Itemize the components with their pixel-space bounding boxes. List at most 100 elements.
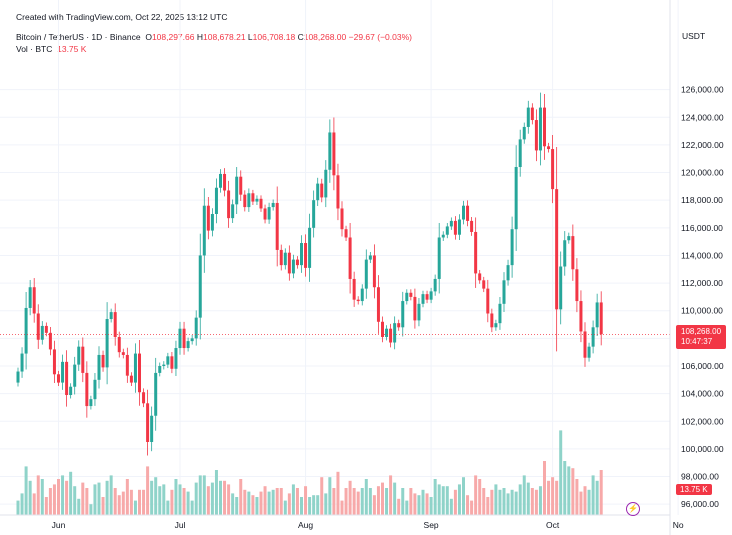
candle-body [283, 252, 287, 266]
volume-bar [231, 493, 235, 515]
lightning-icon[interactable]: ⚡ [626, 502, 640, 516]
candle-body [571, 236, 575, 270]
candle-body [129, 375, 133, 383]
volume-label[interactable]: Vol · BTC [16, 44, 53, 54]
volume-bar [413, 493, 417, 515]
candle-body [409, 292, 413, 297]
candle-body [150, 415, 154, 442]
volume-bar [20, 493, 24, 515]
volume-bar [235, 497, 239, 515]
candle-body [202, 205, 206, 256]
time-tick-label: Jun [52, 520, 66, 530]
volume-bar [324, 493, 328, 515]
candle-body [538, 107, 542, 151]
volume-bars [16, 430, 603, 515]
volume-bar [563, 461, 567, 515]
volume-bar [587, 489, 591, 515]
volume-bar [283, 500, 287, 515]
price-tick-label: 118,000.00 [681, 195, 723, 205]
volume-bar [498, 489, 502, 515]
candle-body [48, 332, 52, 350]
volume-bar [73, 486, 77, 515]
candle-body [223, 173, 227, 191]
currency-label: USDT [682, 31, 705, 41]
candle-body [393, 323, 397, 343]
candle-body [348, 237, 352, 279]
candle-body [445, 226, 449, 235]
candle-body [243, 194, 247, 208]
volume-bar [223, 480, 227, 515]
candle-body [275, 202, 279, 250]
volume-bar [57, 479, 60, 515]
candle-body [28, 287, 32, 308]
volume-legend: Vol · BTC 13.75 K [16, 44, 86, 54]
volume-bar [97, 482, 101, 515]
volume-bar [227, 484, 231, 515]
candle-body [227, 190, 231, 219]
volume-bar [543, 461, 546, 515]
candle-body [174, 348, 178, 369]
candle-body [231, 204, 235, 219]
volume-bar [28, 480, 32, 515]
candle-body [324, 169, 328, 198]
volume-bar [470, 500, 474, 515]
volume-bar [304, 486, 308, 515]
volume-bar [417, 495, 421, 515]
candle-body [93, 379, 97, 400]
volume-bar [142, 489, 146, 515]
candle-body [506, 265, 510, 281]
volume-bar [259, 491, 263, 515]
candle-body [81, 346, 85, 373]
candle-body [397, 323, 401, 328]
candle-body [498, 303, 502, 324]
volume-bar [251, 495, 255, 515]
candle-body [121, 352, 125, 355]
volume-bar [364, 479, 368, 515]
candle-body [304, 243, 308, 268]
price-tick-label: 110,000.00 [681, 306, 723, 316]
candle-body [453, 220, 457, 235]
candle-body [138, 353, 141, 393]
volume-bar [328, 477, 332, 515]
candle-body [490, 313, 494, 328]
candle-body [271, 202, 275, 208]
volume-bar [308, 497, 312, 515]
volume-bar [219, 480, 222, 515]
volume-bar [591, 475, 595, 515]
volume-bar [162, 484, 166, 515]
low-label: L [247, 32, 253, 42]
volume-bar [194, 482, 198, 515]
volume-bar [36, 475, 40, 515]
candle-body [599, 302, 603, 335]
symbol-name[interactable]: Bitcoin / TetherUS · 1D · Binance [16, 32, 141, 42]
volume-bar [575, 479, 579, 515]
candle-body [502, 280, 506, 304]
volume-bar [166, 500, 170, 515]
volume-bar [279, 488, 283, 515]
candle-body [89, 399, 93, 407]
candle-body [567, 236, 571, 241]
candle-body [579, 301, 583, 332]
candle-body [154, 372, 158, 416]
volume-bar [522, 475, 526, 515]
price-tick-label: 126,000.00 [681, 85, 724, 95]
candle-body [73, 364, 77, 387]
candle-body [101, 354, 105, 368]
change-value: −29.67 (−0.03%) [348, 32, 412, 42]
volume-bar [372, 495, 376, 515]
candle-body [413, 296, 417, 321]
price-tick-label: 96,000.00 [681, 499, 719, 509]
candle-body [559, 266, 563, 310]
price-tick-label: 120,000.00 [681, 168, 724, 178]
candle-body [125, 354, 129, 376]
bar-countdown: 10:47:37 [681, 337, 713, 346]
price-tick-label: 98,000.00 [681, 472, 719, 482]
candle-body [356, 299, 360, 302]
candle-body [360, 288, 364, 302]
candle-body [510, 229, 514, 266]
volume-bar [385, 488, 389, 515]
candle-body [340, 208, 344, 230]
candle-body [518, 139, 522, 168]
volume-bar [295, 488, 299, 515]
